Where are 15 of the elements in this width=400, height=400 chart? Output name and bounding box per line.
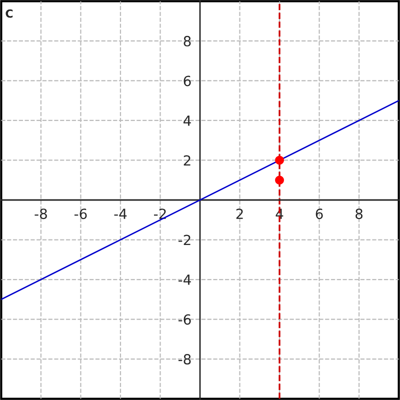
y-tick-label: 2 [184,155,190,166]
x-tick-label: -8 [34,208,47,220]
y-tick-label: 4 [184,116,191,126]
x-tick-label: -4 [114,208,127,219]
x-tick-label: 8 [356,208,363,220]
y-tick-label: -4 [178,274,191,285]
y-tick-label: 6 [184,76,191,86]
y-tick-label: -6 [178,314,191,325]
annotation: C [6,9,13,18]
y-tick-label: -2 [178,234,190,246]
x-tick-label: 6 [316,208,323,220]
x-tick-label: -6 [74,208,87,220]
y-tick-label: -8 [178,354,191,365]
y-tick-label: 8 [184,36,191,46]
x-tick-label: 2 [236,208,243,219]
